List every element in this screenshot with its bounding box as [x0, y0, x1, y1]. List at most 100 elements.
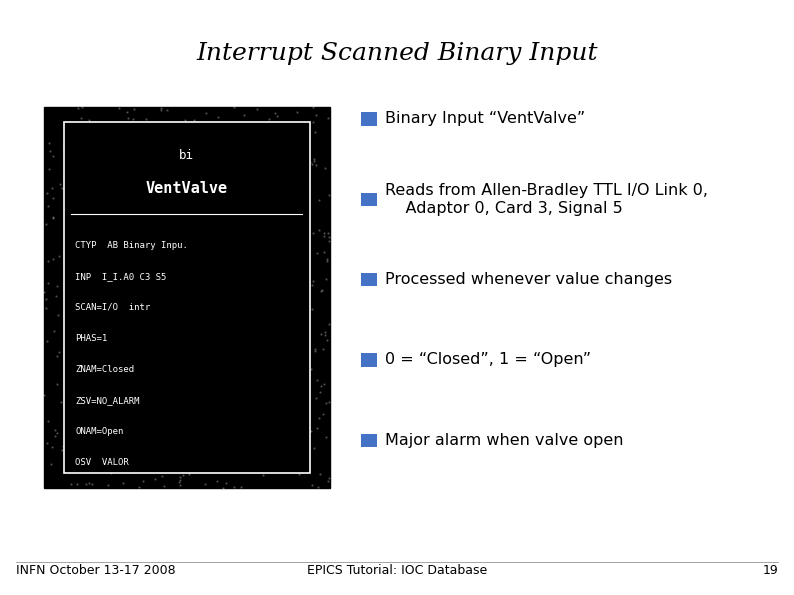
Point [196, 435, 209, 444]
Point [164, 308, 176, 317]
Point [94, 402, 107, 411]
Point [198, 405, 211, 414]
Point [179, 234, 191, 244]
Point [135, 142, 148, 152]
Point [117, 236, 129, 246]
Point [273, 462, 286, 471]
Point [175, 447, 187, 456]
Point [188, 158, 201, 167]
Point [209, 252, 222, 262]
Point [218, 420, 231, 430]
Point [274, 358, 287, 368]
Point [126, 126, 139, 135]
Point [268, 426, 281, 436]
Point [318, 327, 331, 337]
Point [122, 182, 135, 192]
Point [295, 152, 307, 161]
Point [293, 229, 306, 239]
Point [115, 369, 128, 378]
Point [303, 181, 315, 190]
Point [158, 362, 171, 371]
Point [292, 469, 305, 479]
Point [116, 136, 129, 146]
Point [322, 232, 335, 242]
Point [254, 463, 267, 472]
Text: Major alarm when valve open: Major alarm when valve open [385, 433, 623, 448]
Point [272, 168, 285, 178]
Point [305, 365, 318, 374]
Point [195, 257, 207, 267]
Point [56, 446, 68, 455]
Point [307, 156, 320, 166]
Point [315, 286, 328, 295]
Point [187, 371, 200, 380]
Point [315, 287, 328, 296]
Point [83, 249, 95, 258]
Point [306, 102, 319, 112]
Point [78, 302, 91, 312]
Point [295, 170, 307, 180]
Point [260, 310, 272, 320]
Point [227, 390, 240, 399]
Point [137, 150, 150, 159]
Point [222, 176, 235, 186]
Point [204, 434, 217, 443]
Point [133, 236, 145, 246]
Point [41, 278, 54, 287]
Point [299, 246, 312, 255]
Point [146, 331, 159, 341]
Point [154, 103, 167, 112]
Point [40, 303, 52, 312]
Point [243, 120, 256, 129]
Point [128, 105, 141, 114]
Point [91, 261, 104, 271]
Point [116, 242, 129, 252]
Point [46, 183, 59, 192]
Point [147, 349, 160, 359]
Point [284, 196, 297, 205]
Point [64, 194, 77, 203]
Point [262, 137, 275, 146]
Point [202, 392, 214, 402]
Point [147, 322, 160, 331]
Point [98, 231, 110, 241]
Point [123, 149, 136, 158]
Point [87, 281, 100, 291]
Point [235, 482, 248, 491]
Point [211, 220, 224, 229]
Point [243, 295, 256, 304]
Point [150, 202, 163, 211]
Point [187, 283, 200, 293]
Point [321, 255, 333, 264]
Point [122, 114, 135, 123]
Point [280, 307, 293, 317]
Point [144, 177, 156, 186]
Point [118, 265, 131, 275]
Point [129, 406, 141, 416]
FancyBboxPatch shape [44, 107, 330, 488]
Point [184, 289, 197, 299]
Text: CTYP  AB Binary Inpu.: CTYP AB Binary Inpu. [75, 241, 188, 250]
Point [65, 286, 78, 296]
Point [189, 466, 202, 475]
Point [65, 402, 78, 412]
Point [229, 364, 241, 374]
Point [233, 159, 246, 168]
Point [179, 159, 192, 169]
Point [219, 283, 232, 293]
Point [263, 114, 276, 124]
Point [188, 200, 201, 209]
Point [41, 256, 54, 266]
Point [160, 232, 172, 242]
Point [125, 455, 138, 464]
Point [90, 204, 102, 214]
Point [105, 442, 118, 452]
Point [292, 123, 305, 133]
Text: INFN October 13-17 2008: INFN October 13-17 2008 [16, 564, 175, 577]
Point [69, 325, 82, 335]
Point [175, 198, 188, 208]
Point [136, 359, 148, 369]
Point [302, 309, 314, 318]
Point [124, 238, 137, 248]
Point [67, 425, 80, 435]
